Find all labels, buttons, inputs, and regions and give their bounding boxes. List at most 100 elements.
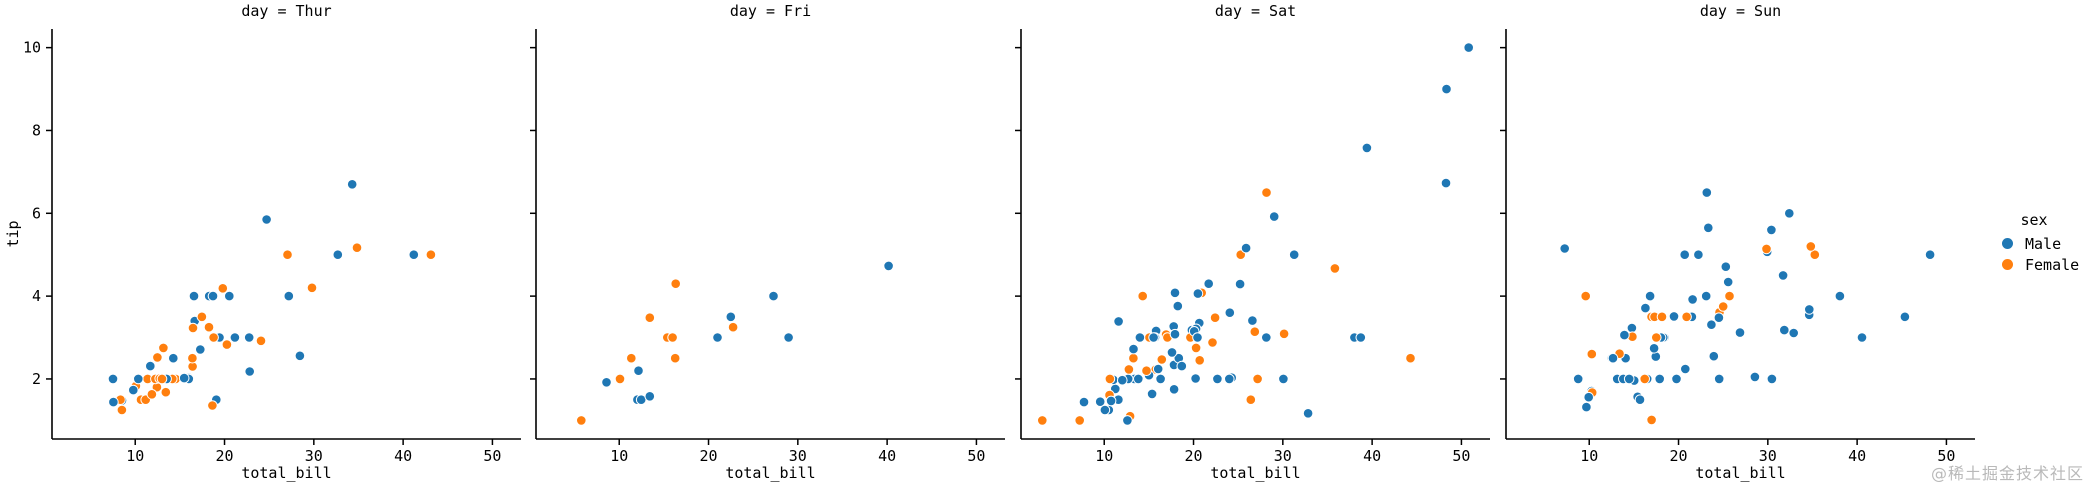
data-point-male: [783, 332, 794, 343]
data-point-male: [1644, 290, 1656, 302]
data-point-female: [208, 332, 219, 343]
x-tick-label: 50: [1937, 447, 1955, 465]
data-point-male: [1671, 373, 1682, 385]
data-point-female: [116, 404, 128, 416]
male-marker-icon: [2002, 238, 2013, 249]
data-point-male: [108, 396, 119, 408]
data-point-female: [1249, 326, 1261, 338]
data-point-female: [1104, 373, 1116, 385]
data-point-male: [1166, 347, 1178, 358]
data-point-male: [1192, 288, 1204, 299]
x-tick-label: 10: [1095, 447, 1113, 465]
points-layer: [1037, 42, 1474, 426]
data-point-male: [1648, 343, 1660, 354]
points-layer: [107, 179, 437, 416]
data-point-female: [1245, 394, 1257, 406]
data-point-male: [178, 372, 190, 384]
x-tick-label: 50: [1452, 447, 1470, 465]
data-point-female: [669, 352, 681, 364]
data-point-male: [188, 290, 200, 302]
data-point-male: [1679, 249, 1690, 260]
data-point-female: [306, 282, 318, 294]
data-point-female: [1261, 187, 1272, 198]
data-point-male: [644, 391, 656, 402]
legend-item-female: Female: [1996, 254, 2087, 275]
data-point-female: [425, 249, 437, 260]
data-point-female: [1761, 243, 1772, 255]
data-point-female: [1190, 342, 1202, 354]
x-tick-label: 20: [699, 447, 717, 465]
facet-title: day = Thur: [241, 2, 331, 20]
legend-item-male: Male: [1996, 233, 2087, 254]
facet-title: day = Sun: [1700, 2, 1781, 20]
data-point-male: [1261, 332, 1272, 343]
data-point-female: [1580, 290, 1591, 302]
data-point-male: [1784, 208, 1795, 219]
data-point-female: [1586, 348, 1598, 360]
data-point-male: [346, 179, 358, 190]
data-point-female: [1656, 311, 1668, 323]
data-point-male: [633, 365, 644, 377]
data-point-male: [1834, 290, 1846, 302]
legend-item-label: Female: [2025, 255, 2080, 274]
data-point-male: [107, 373, 119, 385]
points-layer: [576, 260, 894, 426]
data-point-male: [1700, 290, 1712, 302]
data-point-male: [883, 260, 894, 272]
x-tick-label: 30: [305, 447, 323, 465]
data-point-female: [1278, 328, 1290, 340]
data-point-male: [1155, 373, 1166, 385]
data-point-male: [1581, 401, 1592, 413]
data-point-male: [1693, 249, 1704, 260]
data-point-male: [1607, 352, 1619, 364]
data-point-male: [294, 350, 306, 362]
data-point-male: [1713, 373, 1725, 385]
data-point-male: [1203, 278, 1214, 290]
data-point-male: [1268, 211, 1280, 222]
data-point-female: [1141, 365, 1152, 377]
x-axis-label: total_bill: [241, 464, 331, 482]
data-point-female: [1809, 249, 1821, 260]
data-point-female: [1252, 373, 1263, 385]
data-point-male: [1224, 307, 1236, 319]
data-point-male: [1640, 302, 1651, 314]
data-point-female: [221, 339, 233, 350]
data-point-male: [145, 360, 156, 372]
data-point-male: [133, 373, 144, 385]
points-layer: [1559, 187, 1936, 426]
data-point-male: [725, 311, 737, 323]
data-point-male: [1190, 373, 1201, 384]
x-tick-label: 40: [878, 447, 896, 465]
data-point-male: [1133, 373, 1144, 385]
data-point-male: [712, 332, 723, 343]
data-point-female: [1681, 311, 1692, 323]
data-point-male: [1355, 332, 1367, 343]
data-point-female: [146, 389, 158, 400]
data-point-male: [1856, 332, 1868, 343]
x-tick-label: 30: [789, 447, 807, 465]
data-point-male: [1117, 374, 1128, 386]
data-point-male: [1288, 249, 1300, 260]
data-point-male: [1804, 304, 1815, 315]
data-point-male: [244, 366, 255, 377]
data-point-male: [1722, 276, 1734, 288]
y-tick-label: 2: [32, 370, 41, 388]
x-tick-label: 30: [1759, 447, 1777, 465]
data-point-female: [1646, 414, 1657, 426]
data-point-female: [207, 400, 218, 411]
data-point-male: [1168, 384, 1180, 395]
data-point-female: [282, 249, 293, 260]
data-point-female: [1123, 364, 1135, 375]
x-axis-label: total_bill: [1695, 464, 1785, 482]
data-point-male: [1766, 224, 1777, 236]
data-point-male: [1128, 343, 1139, 355]
data-point-female: [187, 352, 198, 364]
data-point-female: [626, 352, 637, 364]
data-point-female: [1329, 263, 1341, 274]
data-point-male: [1687, 294, 1698, 305]
data-point-male: [1247, 315, 1258, 326]
data-point-male: [1654, 373, 1665, 385]
data-point-female: [1724, 290, 1735, 302]
female-marker-icon: [2002, 259, 2013, 270]
